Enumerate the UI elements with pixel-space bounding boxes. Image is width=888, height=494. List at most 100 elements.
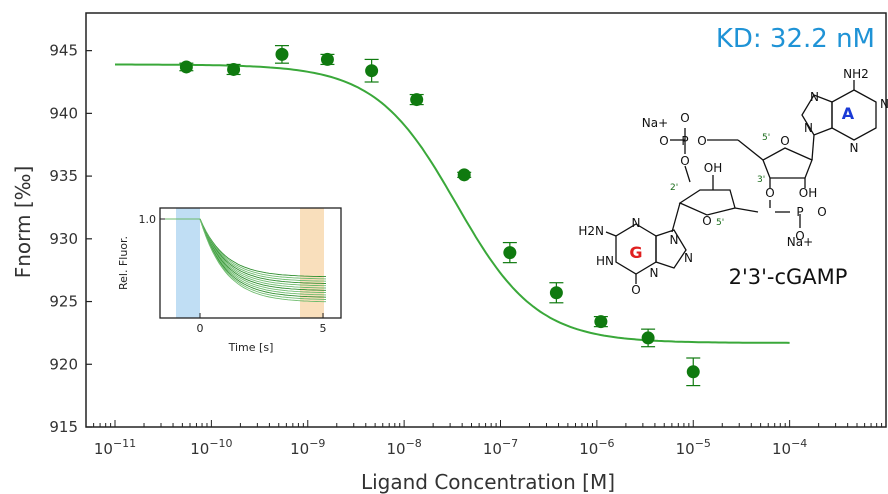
inset-trace	[163, 218, 327, 296]
inset-ylabel: Rel. Fluor.	[117, 236, 130, 290]
y-tick-label: 935	[49, 167, 78, 185]
atom-n3: N	[850, 141, 859, 155]
data-marker	[641, 331, 655, 345]
y-tick-label: 915	[49, 418, 78, 436]
inset-traces	[163, 218, 327, 303]
data-marker	[594, 315, 608, 329]
atom-oh-lower: OH	[704, 161, 722, 175]
inset-trace	[163, 218, 327, 300]
data-marker	[227, 62, 241, 76]
atom-nh2-adenine: NH2	[843, 67, 869, 81]
atom-n2: N	[810, 90, 819, 104]
atom-o-upper-ring: O	[780, 134, 789, 148]
x-tick-label: 10−11	[94, 437, 136, 458]
kd-annotation: KD: 32.2 nM	[716, 24, 875, 54]
atom-o-lower-bottom: O	[795, 229, 804, 243]
data-marker	[410, 93, 424, 107]
inset-trace	[163, 218, 326, 278]
y-tick-label: 945	[49, 42, 78, 60]
x-tick-label: 10−7	[483, 437, 518, 458]
data-point	[364, 58, 379, 83]
y-axis-label: Fnorm [‰]	[11, 166, 35, 279]
position-3prime: 3'	[757, 175, 765, 185]
atom-o-lower-link: O	[765, 186, 774, 200]
data-point	[320, 52, 335, 66]
plot-frame	[85, 12, 887, 428]
data-point	[179, 60, 194, 74]
x-axis-label: Ligand Concentration [M]	[361, 470, 615, 494]
atom-na-lower: Na+	[787, 235, 813, 249]
inset-cold-region	[176, 208, 200, 318]
inset-trace	[163, 218, 327, 282]
inset-trace	[163, 218, 327, 284]
data-point	[274, 45, 289, 64]
position-2prime: 2'	[670, 183, 678, 193]
y-tick-label: 930	[49, 230, 78, 248]
y-tick-label: 920	[49, 355, 78, 373]
molecule-labels: NH2 N N N N N O H2N N N N HN O OH OH O O…	[578, 67, 888, 297]
data-marker	[549, 286, 563, 300]
atom-oh-upper: OH	[799, 186, 817, 200]
guanine-imidazole	[655, 229, 687, 269]
atom-o-upper-link: O	[697, 134, 706, 148]
y-tick-label: 940	[49, 104, 78, 122]
data-marker	[275, 47, 289, 61]
data-point	[549, 282, 564, 304]
x-tick-label: 10−8	[386, 437, 421, 458]
inset-trace	[163, 218, 327, 280]
data-point	[457, 168, 472, 182]
atom-p-lower: P	[796, 205, 803, 219]
x-tick-label: 10−4	[772, 437, 807, 458]
atom-o-upper-bottom: O	[680, 154, 689, 168]
atom-o-guanine: O	[631, 283, 640, 297]
inset-trace	[163, 218, 326, 291]
adenine-imidazole	[801, 94, 833, 136]
data-point	[409, 93, 424, 107]
x-tick-label: 10−9	[290, 437, 325, 458]
atom-h2n: H2N	[578, 224, 604, 238]
data-point	[502, 241, 517, 264]
x-tick-label: 10−6	[579, 437, 614, 458]
atom-o-lower-ring: O	[702, 214, 711, 228]
base-label-g: G	[629, 243, 642, 262]
lower-ribose	[678, 189, 736, 216]
upper-ribose	[762, 147, 813, 179]
atom-o-lower-double: O	[817, 205, 826, 219]
position-5prime-upper: 5'	[762, 133, 770, 143]
data-points	[179, 45, 701, 387]
data-point	[226, 62, 241, 76]
atom-na-upper: Na+	[642, 116, 668, 130]
x-axis-ticks: 10−11 10−10 10−9 10−8 10−7 10−6 10−5 10−4	[85, 420, 887, 458]
atom-n1: N	[880, 97, 888, 111]
inset-trace	[163, 218, 326, 303]
atom-n8: N	[650, 266, 659, 280]
data-marker	[686, 365, 700, 379]
inset-trace	[163, 218, 327, 298]
data-marker	[179, 60, 193, 74]
atom-hn: HN	[596, 254, 614, 268]
data-point	[641, 328, 656, 348]
inset-xtick-label-5: 5	[320, 322, 327, 335]
inset-xtick-label-0: 0	[197, 322, 204, 335]
data-marker	[365, 64, 379, 78]
inset-plot: 1.0 0 5 Time [s] Rel. Fluor.	[117, 207, 342, 354]
molecule-structure	[605, 80, 877, 284]
atom-n4: N	[804, 121, 813, 135]
data-marker	[503, 246, 517, 260]
data-marker	[320, 52, 334, 66]
data-point	[686, 357, 701, 387]
atom-n7: N	[684, 251, 693, 265]
inset-frame	[159, 207, 342, 319]
atom-n5: N	[670, 233, 679, 247]
base-label-a: A	[842, 104, 855, 123]
data-point	[593, 315, 608, 329]
atom-p-upper: P	[681, 134, 688, 148]
y-tick-label: 925	[49, 293, 78, 311]
x-tick-label: 10−10	[190, 437, 232, 458]
data-marker	[457, 168, 471, 182]
molecule-name: 2'3'-cGAMP	[729, 265, 848, 289]
inset-xlabel: Time [s]	[228, 341, 274, 354]
position-5prime-lower: 5'	[716, 218, 724, 228]
y-axis-ticks: 915 920 925 930 935 940 945	[49, 42, 92, 436]
